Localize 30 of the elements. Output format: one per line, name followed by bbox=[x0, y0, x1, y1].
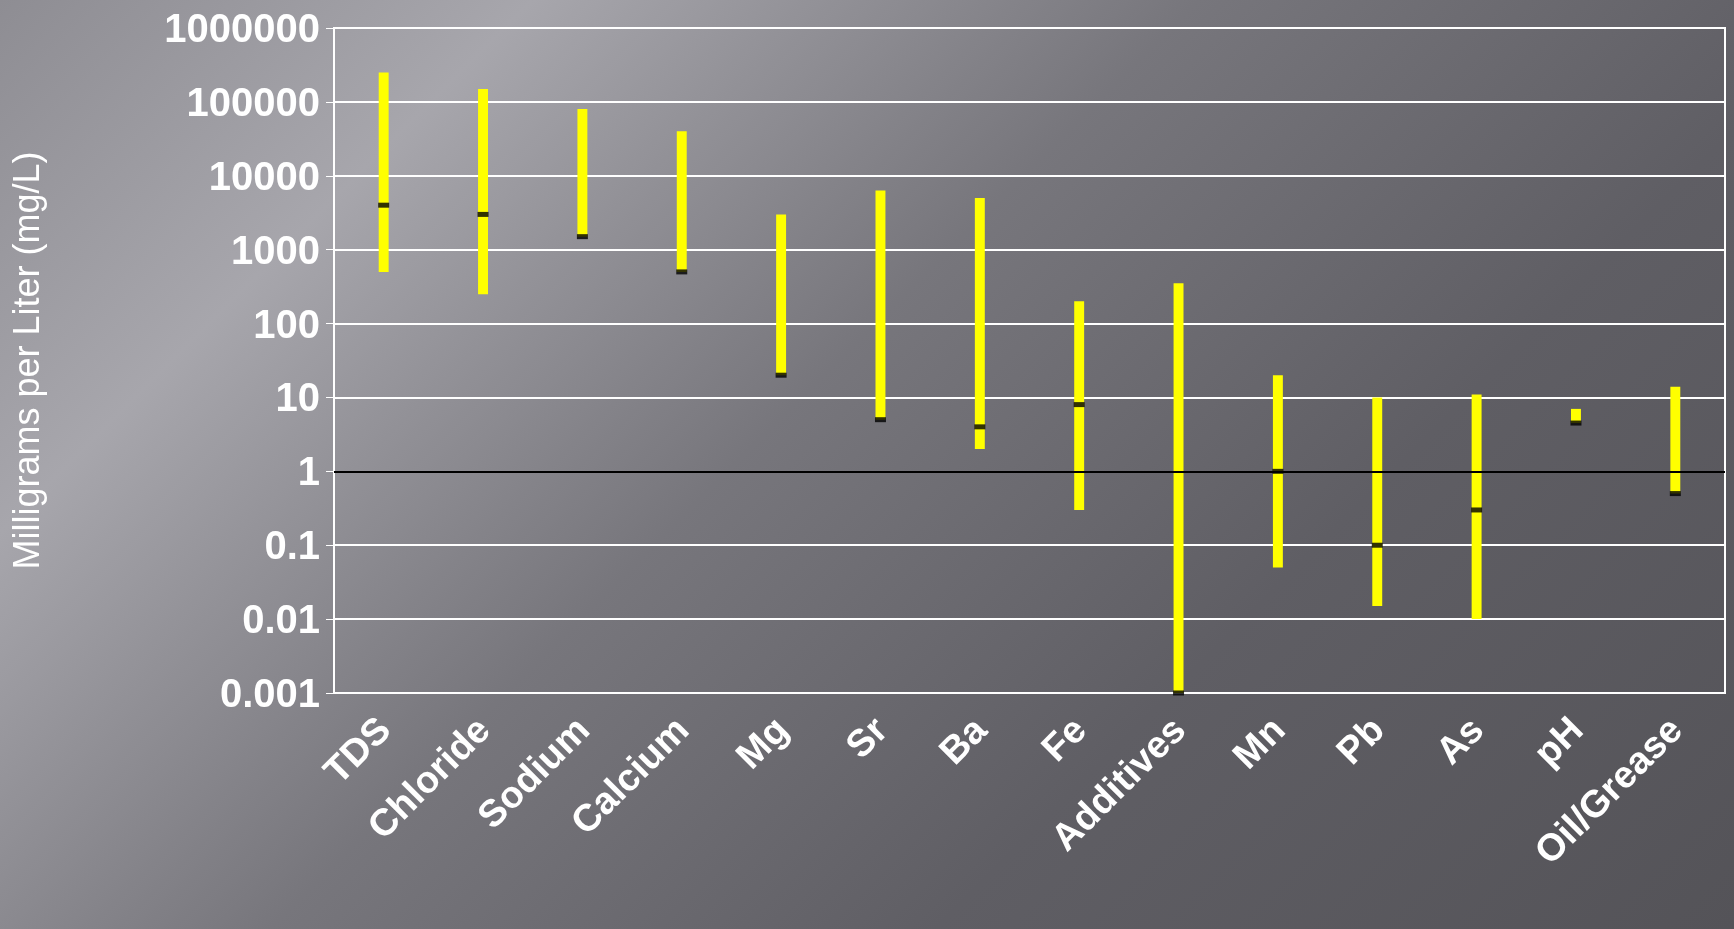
y-tick-label: 0.01 bbox=[242, 597, 320, 642]
x-tick-label: Mn bbox=[1224, 708, 1293, 777]
bar bbox=[676, 131, 687, 272]
bar bbox=[875, 190, 886, 420]
bar bbox=[776, 214, 787, 376]
y-tick-label: 100000 bbox=[186, 79, 320, 124]
y-tick-label: 0.001 bbox=[219, 671, 320, 715]
y-tick-label: 1000 bbox=[231, 227, 320, 272]
y-tick-label: 0.1 bbox=[264, 523, 320, 568]
bar bbox=[378, 72, 389, 272]
bar bbox=[1272, 375, 1283, 568]
bar bbox=[1173, 283, 1184, 693]
y-tick-label: 10000 bbox=[208, 153, 320, 198]
bar bbox=[1074, 301, 1085, 510]
bar bbox=[577, 109, 588, 237]
y-axis-title: Milligrams per Liter (mg/L) bbox=[5, 151, 47, 570]
bar bbox=[478, 88, 488, 295]
x-tick-label: Ba bbox=[930, 707, 996, 773]
x-tick-label: Mg bbox=[727, 708, 796, 777]
y-tick-label: 1 bbox=[297, 449, 320, 494]
bar bbox=[974, 198, 985, 450]
x-tick-label: Pb bbox=[1328, 708, 1393, 773]
y-tick-label: 10 bbox=[275, 375, 320, 420]
bar bbox=[1372, 397, 1383, 607]
y-tick-label: 100 bbox=[253, 301, 320, 346]
bar bbox=[1670, 386, 1681, 494]
x-tick-label: As bbox=[1427, 708, 1492, 773]
x-tick-label: Sr bbox=[837, 708, 896, 767]
y-tick-label: 1000000 bbox=[164, 6, 320, 50]
bar bbox=[1471, 394, 1482, 620]
